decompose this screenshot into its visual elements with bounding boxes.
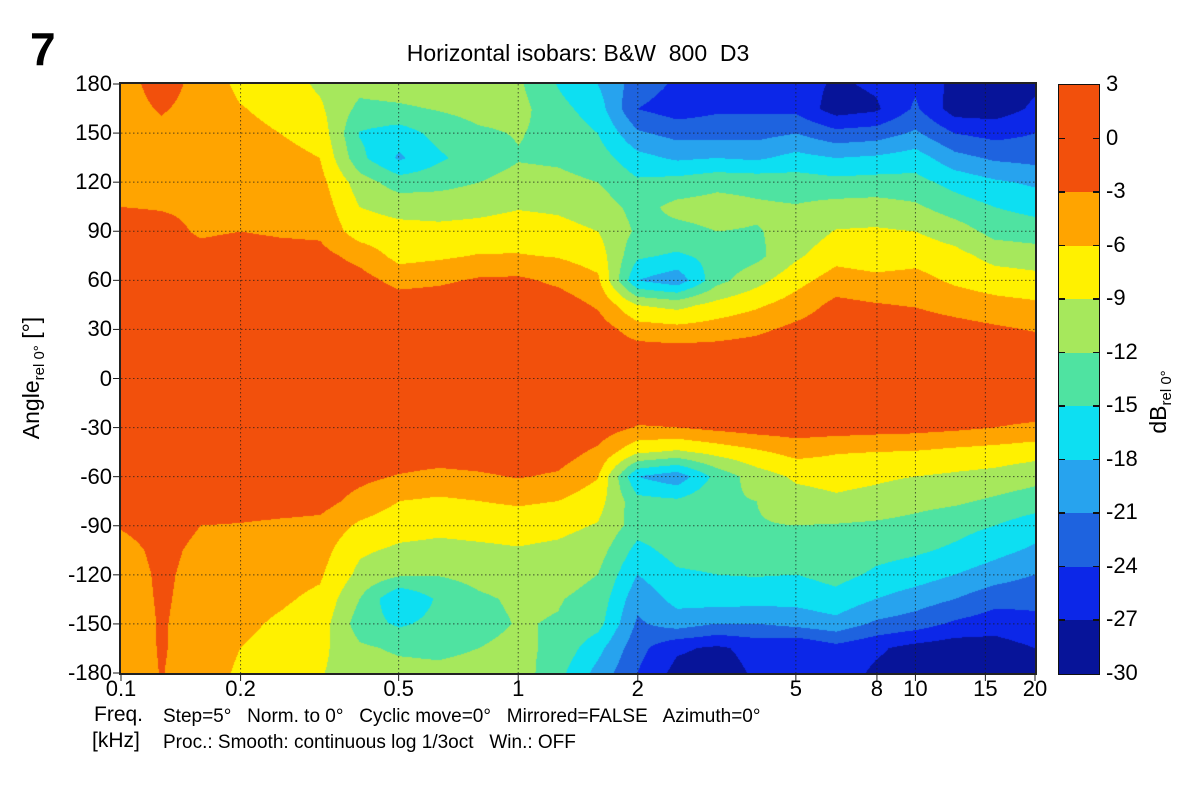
colorbar-segment (1059, 352, 1099, 407)
colorbar-tick-label: -3 (1106, 178, 1126, 204)
x-tick-label: 0.2 (225, 676, 256, 701)
colorbar-tick (1093, 458, 1099, 461)
colorbar-tick-label: -21 (1106, 499, 1138, 525)
colorbar-tick (1059, 405, 1065, 407)
colorbar (1058, 84, 1100, 675)
colorbar-tick (1059, 191, 1065, 193)
x-tick-label: 15 (973, 676, 998, 701)
y-tick-label: -30 (80, 414, 112, 440)
colorbar-tick-label: -9 (1106, 285, 1126, 311)
colorbar-tick (1059, 512, 1065, 514)
colorbar-tick-label: 3 (1106, 71, 1119, 96)
colorbar-tick-label: -12 (1106, 338, 1138, 364)
y-tick-label: 180 (75, 71, 112, 96)
y-tick-label: 150 (75, 120, 112, 146)
chart-title: Horizontal isobars: B&W 800 D3 (406, 40, 750, 66)
colorbar-segment (1059, 138, 1099, 193)
colorbar-tick-label: -15 (1106, 392, 1138, 418)
x-tick-label: 1 (512, 676, 525, 701)
y-tick-label: -180 (67, 660, 112, 685)
colorbar-tick (1059, 137, 1065, 140)
colorbar-tick-label: -24 (1106, 552, 1138, 578)
x-axis-title-line1: Freq. (94, 703, 144, 726)
colorbar-tick (1059, 351, 1065, 354)
x-tick-label: 5 (789, 676, 802, 701)
colorbar-tick-label: -30 (1106, 660, 1138, 685)
colorbar-segment (1059, 299, 1099, 354)
y-tick-label: 60 (87, 267, 112, 293)
colorbar-label-main: dB (1145, 405, 1171, 434)
x-tick-label: 20 (1022, 676, 1048, 701)
y-tick-label: -150 (67, 610, 112, 636)
isobar-contour-canvas (121, 84, 1035, 673)
x-tick-label: 0.5 (383, 676, 414, 701)
colorbar-tick-label: -27 (1106, 606, 1138, 632)
colorbar-tick (1093, 137, 1099, 140)
y-tick-label: 90 (87, 218, 112, 244)
colorbar-tick (1093, 565, 1099, 568)
colorbar-tick (1093, 512, 1099, 514)
y-axis-label-unit: [°] (18, 316, 44, 346)
colorbar-segment (1059, 459, 1099, 514)
measurement-settings-line1: Step=5° Norm. to 0° Cyclic move=0° Mirro… (163, 706, 761, 727)
colorbar-tick (1093, 298, 1099, 300)
colorbar-tick (1093, 191, 1099, 193)
y-tick-label: 30 (87, 316, 112, 342)
y-axis-label-sub: rel 0° (31, 345, 48, 381)
colorbar-segment (1059, 245, 1099, 300)
colorbar-tick (1059, 619, 1065, 621)
colorbar-segment (1059, 85, 1099, 140)
colorbar-tick (1059, 458, 1065, 461)
colorbar-segment (1059, 192, 1099, 247)
x-tick-label: 2 (631, 676, 644, 701)
x-tick-label: 8 (870, 676, 884, 701)
colorbar-label-sub: rel 0° (1158, 370, 1175, 406)
y-tick-label: 0 (99, 365, 112, 391)
colorbar-segment (1059, 513, 1099, 568)
colorbar-segment (1059, 620, 1099, 675)
colorbar-tick-label: -6 (1106, 231, 1126, 257)
x-tick-label: 10 (903, 676, 928, 701)
colorbar-tick (1059, 244, 1065, 247)
measurement-settings-line2: Proc.: Smooth: continuous log 1/3oct Win… (163, 732, 576, 753)
y-tick-label: -90 (80, 512, 112, 538)
y-tick-label: -60 (80, 463, 112, 489)
colorbar-tick-label: 0 (1106, 124, 1119, 150)
y-tick-label: -120 (67, 561, 112, 587)
colorbar-tick (1093, 244, 1099, 247)
colorbar-tick (1093, 351, 1099, 354)
y-tick-label: 120 (75, 169, 112, 195)
y-axis-label-main: Angle (18, 380, 44, 440)
x-axis-title-line2: [kHz] (92, 729, 140, 752)
colorbar-tick (1093, 405, 1099, 407)
colorbar-segment (1059, 406, 1099, 461)
colorbar-tick (1059, 565, 1065, 568)
figure-number: 7 (30, 23, 57, 75)
colorbar-segment (1059, 566, 1099, 621)
colorbar-tick-label: -18 (1106, 445, 1138, 471)
x-tick-label: 0.1 (105, 676, 137, 701)
colorbar-tick (1059, 298, 1065, 300)
colorbar-tick (1093, 619, 1099, 621)
